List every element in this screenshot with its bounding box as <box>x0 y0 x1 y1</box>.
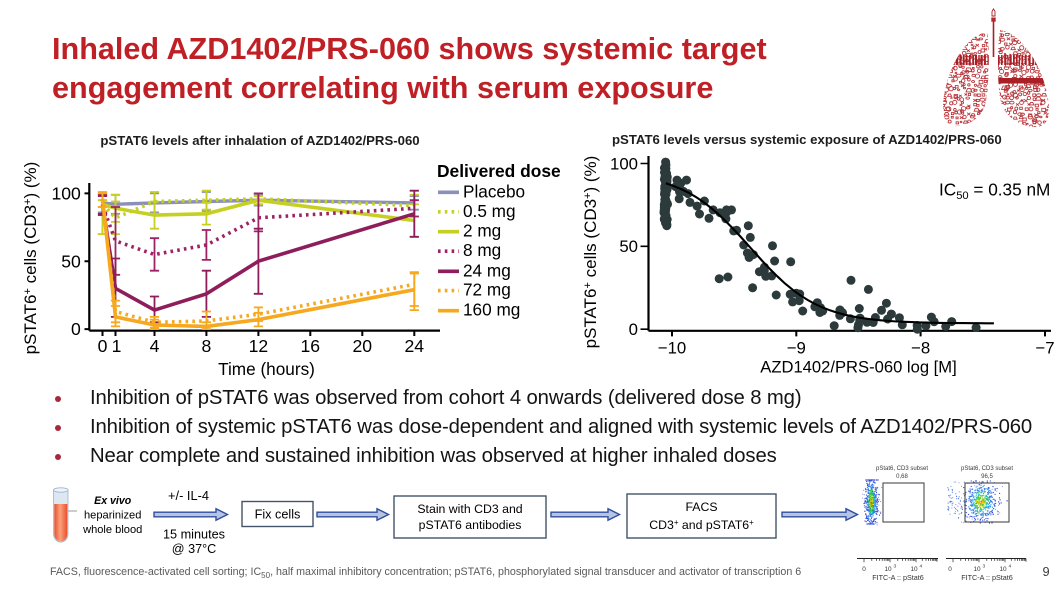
svg-text:CD3+ and pSTAT6+: CD3+ and pSTAT6+ <box>649 518 754 532</box>
svg-text:Ex vivo: Ex vivo <box>94 495 132 507</box>
svg-text:3: 3 <box>983 564 986 570</box>
svg-text:160 mg: 160 mg <box>463 300 520 320</box>
svg-text:−7: −7 <box>1035 339 1054 358</box>
svg-text:heparinized: heparinized <box>84 509 141 521</box>
svg-text:FACS: FACS <box>685 500 717 514</box>
svg-text:pSTAT6 levels versus systemic: pSTAT6 levels versus systemic exposure o… <box>612 132 1002 147</box>
svg-text:pSTAT6+ cells (CD3+) (%): pSTAT6+ cells (CD3+) (%) <box>581 156 600 349</box>
svg-text:pSTAT6+ cells (CD3+) (%): pSTAT6+ cells (CD3+) (%) <box>21 162 40 355</box>
svg-text:4: 4 <box>1009 564 1012 570</box>
svg-text:0: 0 <box>71 319 81 339</box>
svg-text:Placebo: Placebo <box>463 181 525 201</box>
svg-text:24 mg: 24 mg <box>463 260 511 280</box>
svg-text:FITC-A :: pStat6: FITC-A :: pStat6 <box>872 573 924 582</box>
svg-text:10: 10 <box>973 566 981 573</box>
svg-text:8 mg: 8 mg <box>463 240 501 260</box>
svg-text:Stain with CD3 and: Stain with CD3 and <box>417 502 522 516</box>
svg-text:pSTAT6 levels after inhalation: pSTAT6 levels after inhalation of AZD140… <box>100 133 419 148</box>
svg-text:whole blood: whole blood <box>82 524 142 536</box>
svg-text:100: 100 <box>610 154 638 173</box>
svg-text:12: 12 <box>249 336 269 356</box>
svg-text:50: 50 <box>61 251 81 271</box>
svg-text:Delivered dose: Delivered dose <box>437 161 561 181</box>
svg-text:pSTAT6 antibodies: pSTAT6 antibodies <box>419 518 522 532</box>
svg-text:AZD1402/PRS-060 log [M]: AZD1402/PRS-060 log [M] <box>760 358 956 377</box>
svg-text:15 minutes: 15 minutes <box>163 528 225 542</box>
svg-text:Fix cells: Fix cells <box>255 507 301 521</box>
svg-text:0: 0 <box>98 336 108 356</box>
svg-text:24: 24 <box>405 336 425 356</box>
svg-text:10: 10 <box>910 566 918 573</box>
svg-text:pStat6, CD3 subset: pStat6, CD3 subset <box>961 466 1013 472</box>
svg-text:@ 37°C: @ 37°C <box>172 542 216 556</box>
svg-text:4: 4 <box>920 564 923 570</box>
svg-text:16: 16 <box>301 336 321 356</box>
svg-text:72 mg: 72 mg <box>463 280 511 300</box>
svg-text:0: 0 <box>948 566 952 573</box>
svg-text:FITC-A :: pStat6: FITC-A :: pStat6 <box>961 573 1013 582</box>
svg-text:100: 100 <box>51 184 81 204</box>
svg-text:10: 10 <box>999 566 1007 573</box>
svg-text:−8: −8 <box>911 339 930 358</box>
svg-text:96,5: 96,5 <box>981 474 993 480</box>
svg-text:20: 20 <box>353 336 373 356</box>
svg-text:10: 10 <box>884 566 892 573</box>
svg-text:+/- IL-4: +/- IL-4 <box>168 488 209 503</box>
svg-text:−10: −10 <box>658 339 686 358</box>
svg-text:8: 8 <box>202 336 212 356</box>
svg-text:IC50 = 0.35 nM: IC50 = 0.35 nM <box>939 179 1050 202</box>
svg-text:50: 50 <box>619 237 638 256</box>
svg-text:0: 0 <box>629 320 638 339</box>
svg-text:3: 3 <box>894 564 897 570</box>
svg-text:Time (hours): Time (hours) <box>218 359 315 379</box>
svg-text:0: 0 <box>862 566 866 573</box>
svg-text:0.5 mg: 0.5 mg <box>463 201 516 221</box>
svg-text:2 mg: 2 mg <box>463 221 501 241</box>
svg-text:0,68: 0,68 <box>896 474 908 480</box>
svg-text:4: 4 <box>150 336 160 356</box>
svg-text:pStat6, CD3 subset: pStat6, CD3 subset <box>876 466 928 472</box>
svg-text:−9: −9 <box>787 339 806 358</box>
svg-text:1: 1 <box>112 336 122 356</box>
